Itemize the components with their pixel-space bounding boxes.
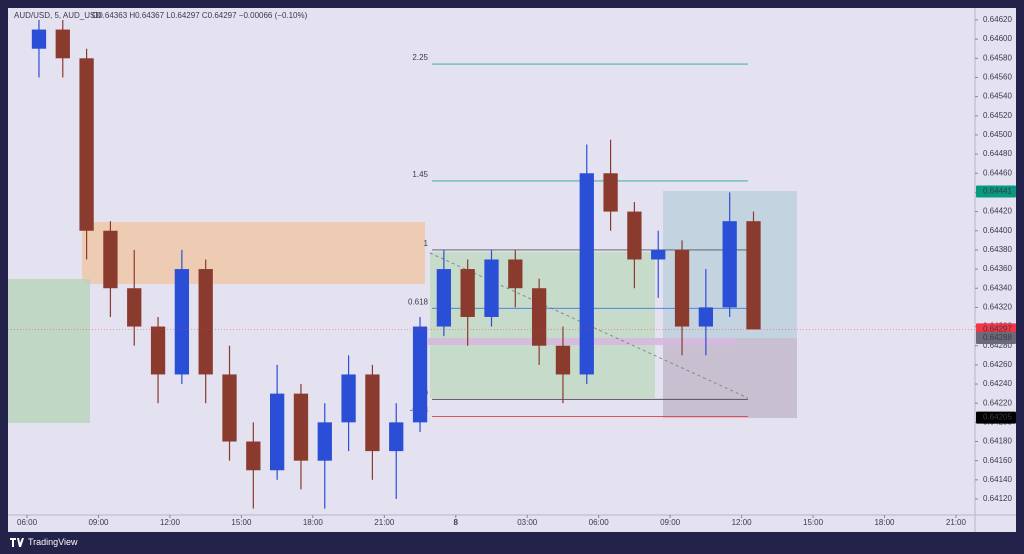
y-tick-label: 0.64480 (983, 149, 1012, 158)
x-tick-label: 12:00 (732, 518, 753, 527)
candle-body (460, 269, 475, 317)
candle-body (531, 288, 547, 346)
y-tick-label: 0.64460 (983, 168, 1012, 177)
candle-body (222, 374, 237, 442)
candle-body (174, 269, 190, 375)
x-tick-label: 21:00 (946, 518, 967, 527)
x-tick-label: 8 (454, 518, 459, 527)
price-badge-label: 0.64288 (983, 333, 1012, 342)
footer: TradingView (10, 537, 78, 547)
y-tick-label: 0.64400 (983, 226, 1012, 235)
price-badge-label: 0.64205 (983, 413, 1012, 422)
y-tick-label: 0.64240 (983, 379, 1012, 388)
symbol: AUD/USD, 5, AUD_USD (14, 11, 101, 20)
price-badge (976, 411, 1016, 424)
x-tick-label: 21:00 (374, 518, 395, 527)
x-tick-label: 03:00 (517, 518, 538, 527)
y-tick-label: 0.64500 (983, 130, 1012, 139)
y-tick-label: 0.64420 (983, 207, 1012, 216)
candle-body (698, 307, 714, 327)
x-tick-label: 06:00 (589, 518, 610, 527)
x-tick-label: 18:00 (303, 518, 324, 527)
candle-body (508, 259, 523, 289)
y-tick-label: 0.64560 (983, 73, 1012, 82)
y-tick-label: 0.64520 (983, 111, 1012, 120)
candle-body (436, 269, 452, 327)
x-tick-label: 06:00 (17, 518, 38, 527)
candle-body (55, 29, 70, 59)
candle-body (198, 269, 213, 375)
y-tick-label: 0.64180 (983, 437, 1012, 446)
candle-body (627, 211, 642, 260)
candle-body (269, 393, 285, 471)
y-tick-label: 0.64220 (983, 398, 1012, 407)
candle-body (722, 221, 737, 308)
candle-body (674, 249, 690, 327)
candle-body (412, 326, 428, 423)
candle-body (246, 441, 261, 471)
candle-body (746, 221, 761, 330)
fib-label: 0.618 (408, 297, 429, 306)
fib-label: 1 (424, 239, 429, 248)
y-tick-label: 0.64280 (983, 341, 1012, 350)
y-tick-label: 0.64540 (983, 92, 1012, 101)
candle-body (555, 345, 571, 375)
candle-body (651, 249, 666, 260)
logo (10, 537, 24, 547)
price-badge (976, 332, 1016, 345)
y-tick-label: 0.64260 (983, 360, 1012, 369)
y-tick-label: 0.64360 (983, 264, 1012, 273)
price-badge (976, 185, 1016, 198)
candle-body (79, 58, 94, 231)
candle-body (389, 422, 404, 452)
fib-label: 2.25 (412, 53, 428, 62)
brand: TradingView (28, 537, 78, 547)
x-tick-label: 09:00 (88, 518, 109, 527)
candle-body (293, 393, 309, 461)
candle-body (484, 259, 499, 317)
candle-body (31, 29, 47, 49)
y-tick-label: 0.64380 (983, 245, 1012, 254)
price-badge-label: 0.64441 (983, 187, 1012, 196)
x-tick-label: 15:00 (231, 518, 252, 527)
price-badge-label: 0.64297 (983, 325, 1012, 334)
candle-body (365, 374, 380, 452)
demand-zone (8, 279, 90, 423)
candle-body (127, 288, 142, 327)
x-tick-label: 18:00 (874, 518, 895, 527)
y-tick-label: 0.64320 (983, 302, 1012, 311)
y-tick-label: 0.64620 (983, 15, 1012, 24)
y-tick-label: 0.64140 (983, 475, 1012, 484)
x-tick-label: 09:00 (660, 518, 681, 527)
y-tick-label: 0.64600 (983, 34, 1012, 43)
y-tick-label: 0.64340 (983, 283, 1012, 292)
y-tick-label: 0.64120 (983, 494, 1012, 503)
ohlc: O0.64363 H0.64367 L0.64297 C0.64297 −0.0… (92, 11, 308, 20)
y-tick-label: 0.64580 (983, 53, 1012, 62)
y-tick-label: 0.64160 (983, 456, 1012, 465)
candle-body (579, 173, 594, 375)
candle-body (103, 230, 118, 289)
stop-zone (663, 338, 797, 418)
fib-label: 1.45 (412, 170, 428, 179)
x-tick-label: 15:00 (803, 518, 824, 527)
supply-zone (82, 222, 425, 284)
x-tick-label: 12:00 (160, 518, 181, 527)
candle-body (150, 326, 166, 375)
candle-body (317, 422, 332, 461)
candle-body (341, 374, 356, 423)
candle-body (603, 173, 618, 212)
